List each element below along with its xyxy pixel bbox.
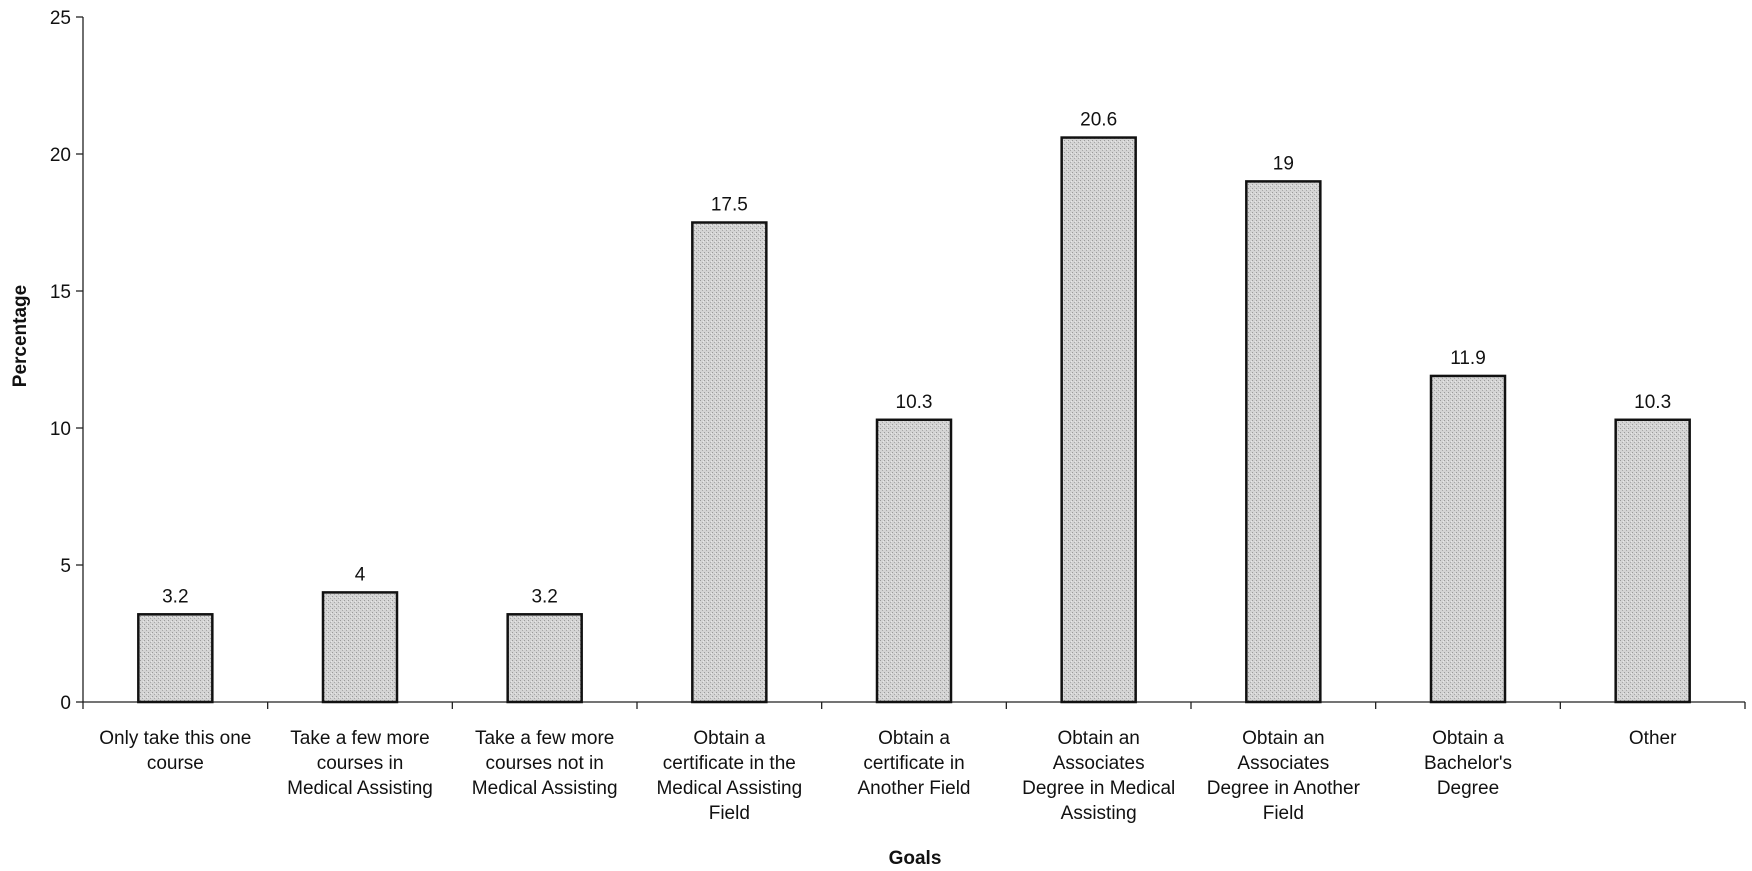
- data-label: 10.3: [896, 392, 933, 413]
- data-label: 4: [355, 564, 366, 585]
- data-label: 19: [1273, 153, 1294, 174]
- y-tick-label: 20: [50, 145, 71, 166]
- data-label: 3.2: [531, 586, 557, 607]
- x-tick-label: Obtain a Bachelor's Degree: [1424, 728, 1512, 799]
- bar: [506, 613, 583, 704]
- bar: [875, 418, 953, 704]
- data-label: 10.3: [1634, 392, 1671, 413]
- y-axis: 0 5 10 15 20 25: [50, 8, 84, 714]
- bar: [1245, 180, 1322, 704]
- data-label: 3.2: [162, 586, 188, 607]
- bar: [1614, 418, 1691, 704]
- bar: [691, 221, 768, 704]
- x-tick-label: Other: [1629, 728, 1677, 749]
- bar: [1429, 374, 1507, 704]
- x-tick-label: Take a few more courses not in Medical Ass…: [472, 728, 618, 799]
- y-tick-label: 10: [50, 419, 71, 440]
- data-label: 20.6: [1080, 110, 1117, 131]
- bar: [137, 613, 214, 704]
- x-tick-label: Obtain an Associates Degree in Medical Assi…: [1022, 728, 1175, 824]
- x-tick-label: Obtain a certificate in the Medical Assist…: [656, 728, 802, 824]
- y-tick-label: 0: [60, 693, 71, 714]
- x-tick-label: Obtain a certificate in Another Field: [857, 728, 970, 799]
- x-tick-label: Only take this one course: [99, 728, 251, 774]
- y-axis-title: Percentage: [10, 285, 31, 387]
- y-tick-label: 15: [50, 282, 71, 303]
- bar: [1060, 136, 1137, 704]
- x-tick-label: Take a few more courses in Medical Assisti…: [287, 728, 433, 799]
- x-tick-label: Obtain an Associates Degree in Another Fiel…: [1207, 728, 1361, 824]
- x-axis-title: Goals: [889, 848, 942, 869]
- data-label: 11.9: [1450, 348, 1486, 369]
- category-labels: Only take this one course Take a few more c…: [99, 728, 1677, 824]
- bars: [137, 136, 1691, 704]
- y-tick-label: 25: [50, 8, 71, 29]
- data-labels: 3.2 4 3.2 17.5 10.3 20.6 19 11.9 10.3: [162, 110, 1671, 608]
- y-tick-label: 5: [60, 556, 71, 577]
- data-label: 17.5: [711, 195, 748, 216]
- bar: [321, 591, 399, 704]
